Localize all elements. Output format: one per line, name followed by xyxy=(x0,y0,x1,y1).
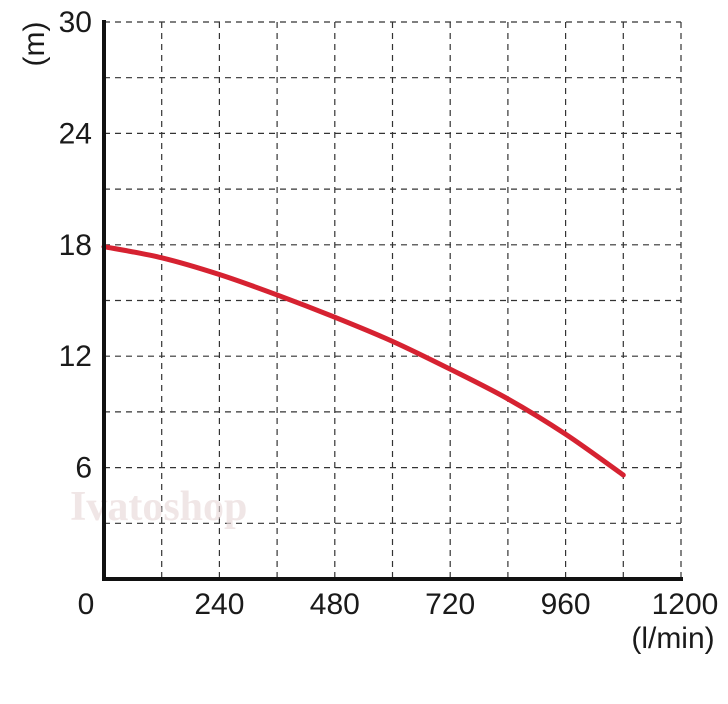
y-tick-label: 18 xyxy=(59,229,92,262)
x-tick-label: 0 xyxy=(78,588,95,621)
y-tick-label: 12 xyxy=(59,340,92,373)
series-line xyxy=(101,244,626,478)
y-axis-label: (m) xyxy=(18,22,51,67)
axes xyxy=(102,20,683,581)
y-tick-label: 6 xyxy=(75,452,92,485)
x-tick-label: 960 xyxy=(541,588,591,621)
tick-labels: 6 12 18 24 30 0 240 480 720 960 1200 xyxy=(59,6,719,621)
x-tick-label: 480 xyxy=(310,588,360,621)
x-axis-label: (l/min) xyxy=(631,622,714,655)
x-tick-label: 720 xyxy=(425,588,475,621)
x-tick-label: 1200 xyxy=(652,588,719,621)
y-tick-label: 24 xyxy=(59,117,92,150)
grid xyxy=(104,21,682,579)
series-layer xyxy=(101,244,626,478)
x-tick-label: 240 xyxy=(194,588,244,621)
watermark-text: Ivatoshop xyxy=(70,484,247,530)
y-tick-label: 30 xyxy=(59,6,92,39)
